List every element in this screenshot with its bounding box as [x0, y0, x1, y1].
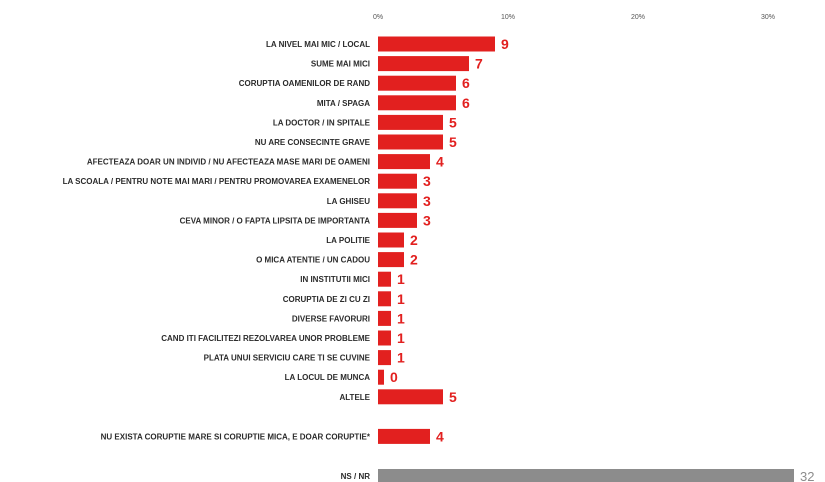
data-label: 9 — [501, 36, 509, 52]
bar — [378, 36, 495, 52]
category-label: PLATA UNUI SERVICIU CARE TI SE CUVINE — [204, 354, 371, 363]
bars-group: LA NIVEL MAI MIC / LOCAL 9 SUME MAI MICI 7 C… — [63, 36, 814, 482]
category-label: NU ARE CONSECINTE GRAVE — [255, 138, 371, 147]
data-label: 3 — [423, 212, 431, 228]
bar — [378, 350, 391, 366]
data-label: 1 — [397, 330, 405, 346]
category-label: LA SCOALA / PENTRU NOTE MAI MARI / PENTR… — [63, 177, 371, 186]
category-label: CORUPTIA DE ZI CU ZI — [283, 295, 370, 304]
data-label: 5 — [449, 114, 457, 130]
data-label: 2 — [410, 252, 418, 268]
data-label: 4 — [436, 428, 444, 444]
bar — [378, 369, 384, 385]
data-label: 5 — [449, 134, 457, 150]
category-label: IN INSTITUTII MICI — [300, 275, 370, 284]
bar — [378, 469, 794, 482]
category-label: CORUPTIA OAMENILOR DE RAND — [239, 79, 370, 88]
category-label: ALTELE — [339, 393, 370, 402]
data-label: 1 — [397, 310, 405, 326]
category-label: O MICA ATENTIE / UN CADOU — [256, 256, 370, 265]
data-label: 3 — [423, 173, 431, 189]
data-label: 6 — [462, 95, 470, 111]
bar — [378, 193, 417, 209]
category-label: CAND ITI FACILITEZI REZOLVAREA UNOR PROB… — [161, 334, 370, 343]
bar — [378, 173, 417, 189]
bar — [378, 330, 391, 346]
data-label: 6 — [462, 75, 470, 91]
bar — [378, 75, 456, 91]
data-label: 1 — [397, 350, 405, 366]
category-label: LA DOCTOR / IN SPITALE — [273, 118, 371, 127]
data-label: 2 — [410, 232, 418, 248]
category-label: MITA / SPAGA — [317, 99, 370, 108]
category-label: AFECTEAZA DOAR UN INDIVID / NU AFECTEAZA… — [87, 158, 370, 167]
bar — [378, 232, 404, 248]
bar — [378, 95, 456, 111]
x-tick-label: 10% — [501, 14, 515, 21]
bar — [378, 212, 417, 228]
category-label: LA GHISEU — [327, 197, 370, 206]
category-label: SUME MAI MICI — [311, 60, 370, 69]
category-label: NU EXISTA CORUPTIE MARE SI CORUPTIE MICA… — [101, 432, 371, 441]
data-label: 4 — [436, 154, 444, 170]
x-tick-label: 30% — [761, 14, 775, 21]
bar — [378, 291, 391, 307]
data-label: 7 — [475, 56, 483, 72]
bar — [378, 252, 404, 268]
data-label: 1 — [397, 291, 405, 307]
bar — [378, 271, 391, 287]
category-label: DIVERSE FAVORURI — [292, 314, 370, 323]
data-label: 1 — [397, 271, 405, 287]
x-tick-label: 0% — [373, 14, 383, 21]
category-label: LA POLITIE — [326, 236, 370, 245]
bar — [378, 134, 443, 150]
x-tick-label: 20% — [631, 14, 645, 21]
data-label: 0 — [390, 369, 398, 385]
bar — [378, 310, 391, 326]
x-axis-ticks: 0% 10% 20% 30% — [373, 14, 775, 21]
bar — [378, 114, 443, 130]
bar — [378, 389, 443, 405]
data-label: 3 — [423, 193, 431, 209]
data-label: 5 — [449, 389, 457, 405]
bar — [378, 56, 469, 72]
category-label: LA LOCUL DE MUNCA — [285, 373, 371, 382]
bar — [378, 154, 430, 170]
category-label: LA NIVEL MAI MIC / LOCAL — [266, 40, 370, 49]
data-label: 32 — [800, 469, 814, 482]
category-label: CEVA MINOR / O FAPTA LIPSITA DE IMPORTAN… — [180, 216, 371, 225]
category-label: NS / NR — [341, 472, 371, 481]
bar — [378, 428, 430, 444]
